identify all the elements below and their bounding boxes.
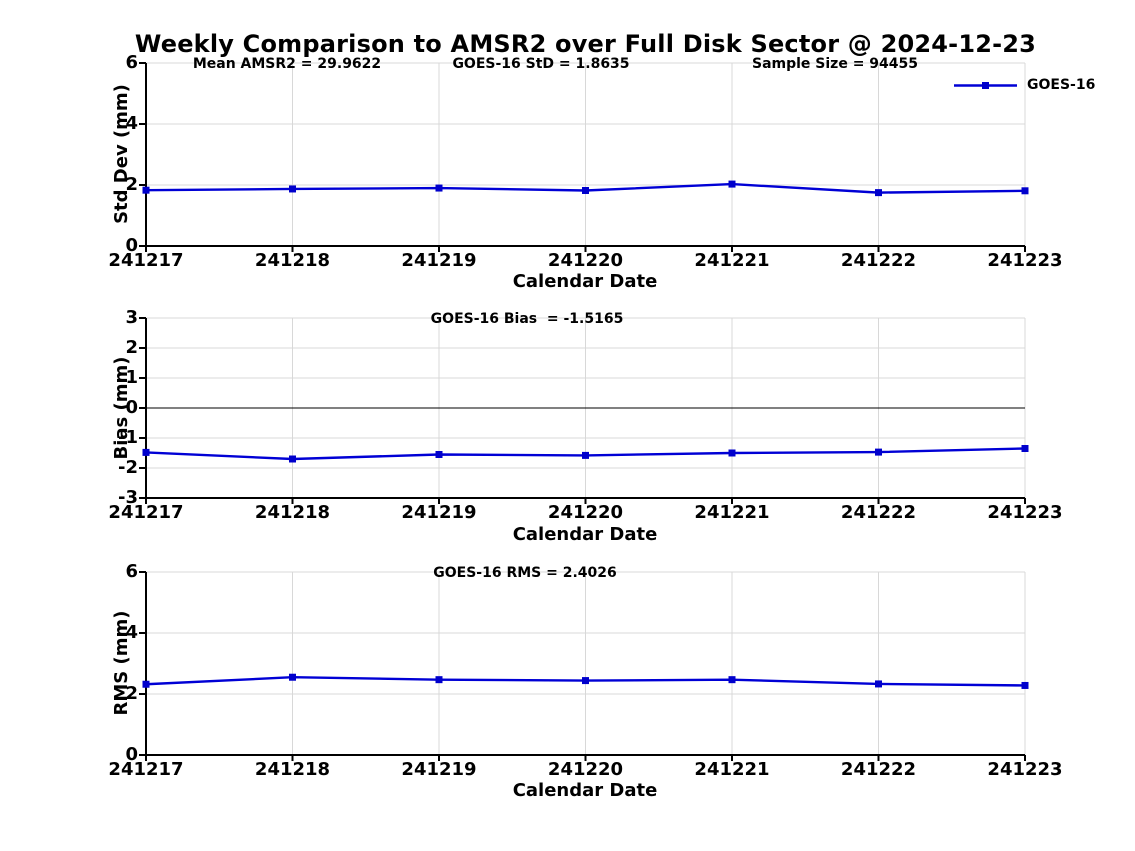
x-tick-label: 241221: [694, 759, 770, 780]
x-tick-label: 241217: [108, 759, 184, 780]
data-point-marker: [435, 451, 443, 458]
y-tick-label: 6: [125, 52, 138, 73]
data-point-marker: [1021, 187, 1029, 195]
y-tick-label: -2: [118, 457, 138, 478]
x-tick-label: 241221: [694, 502, 770, 523]
annotation-text: GOES-16 RMS = 2.4026: [433, 565, 617, 581]
x-tick-label: 241219: [401, 250, 477, 271]
data-point-marker: [289, 185, 296, 193]
x-tick-label: 241219: [401, 759, 477, 780]
data-point-marker: [1021, 445, 1029, 452]
y-tick-label: 4: [125, 622, 138, 643]
y-tick-label: -3: [118, 487, 138, 508]
x-axis-label-bias: Calendar Date: [512, 524, 658, 545]
data-point-marker: [142, 680, 150, 688]
x-tick-label: 241220: [547, 250, 624, 271]
x-tick-label: 241218: [254, 759, 331, 780]
y-tick-label: 3: [125, 307, 138, 328]
x-tick-label: 241222: [840, 759, 917, 780]
x-axis-label-rms: Calendar Date: [512, 780, 658, 801]
x-tick-label: 241222: [840, 250, 917, 271]
x-tick-label: 241220: [547, 759, 624, 780]
data-point-marker: [1021, 681, 1029, 689]
legend-label: GOES-16: [1027, 77, 1096, 93]
data-point-marker: [289, 455, 296, 463]
data-point-marker: [582, 677, 589, 685]
annotation-text: Mean AMSR2 = 29.9622: [192, 56, 382, 72]
annotation-text: GOES-16 Bias = -1.5165: [430, 311, 624, 327]
data-point-marker: [435, 676, 443, 684]
y-tick-label: 0: [125, 397, 138, 418]
data-point-marker: [875, 680, 882, 688]
y-tick-label: -1: [118, 427, 138, 448]
data-point-marker: [582, 451, 589, 459]
x-tick-label: 241219: [401, 502, 477, 523]
x-tick-label: 241223: [987, 759, 1063, 780]
data-point-marker: [728, 676, 736, 684]
data-point-marker: [142, 186, 150, 194]
x-tick-label: 241217: [108, 250, 184, 271]
y-tick-label: 6: [125, 561, 138, 582]
x-tick-label: 241221: [694, 250, 770, 271]
x-tick-label: 241218: [254, 250, 331, 271]
x-tick-label: 241217: [108, 502, 184, 523]
figure-title: Weekly Comparison to AMSR2 over Full Dis…: [134, 30, 1037, 58]
y-axis-label-rms: RMS (mm): [111, 610, 132, 716]
y-tick-label: 4: [125, 113, 138, 134]
annotation-text: GOES-16 StD = 1.8635: [452, 56, 630, 72]
data-point-marker: [875, 189, 882, 197]
y-tick-label: 0: [125, 235, 138, 256]
y-tick-label: 2: [125, 174, 138, 195]
x-tick-label: 241222: [840, 502, 917, 523]
x-tick-label: 241220: [547, 502, 624, 523]
x-tick-label: 241223: [987, 502, 1063, 523]
data-point-marker: [728, 180, 736, 188]
legend-line-sample: [954, 81, 1017, 89]
x-axis-label-stddev: Calendar Date: [512, 271, 658, 292]
x-tick-label: 241218: [254, 502, 331, 523]
y-tick-label: 2: [125, 683, 138, 704]
x-tick-label: 241223: [987, 250, 1063, 271]
y-tick-label: 1: [125, 367, 138, 388]
data-point-marker: [142, 448, 150, 456]
legend: GOES-16: [953, 77, 1095, 93]
y-tick-label: 2: [125, 337, 138, 358]
y-tick-label: 0: [125, 744, 138, 765]
data-point-marker: [728, 449, 736, 457]
annotation-text: Sample Size = 94455: [751, 56, 919, 72]
y-axis-label-stddev: Std Dev (mm): [111, 84, 132, 224]
data-point-marker: [289, 673, 296, 681]
data-point-marker: [582, 186, 589, 194]
legend-marker-icon: [982, 81, 989, 89]
data-point-marker: [435, 184, 443, 192]
data-point-marker: [875, 448, 882, 456]
